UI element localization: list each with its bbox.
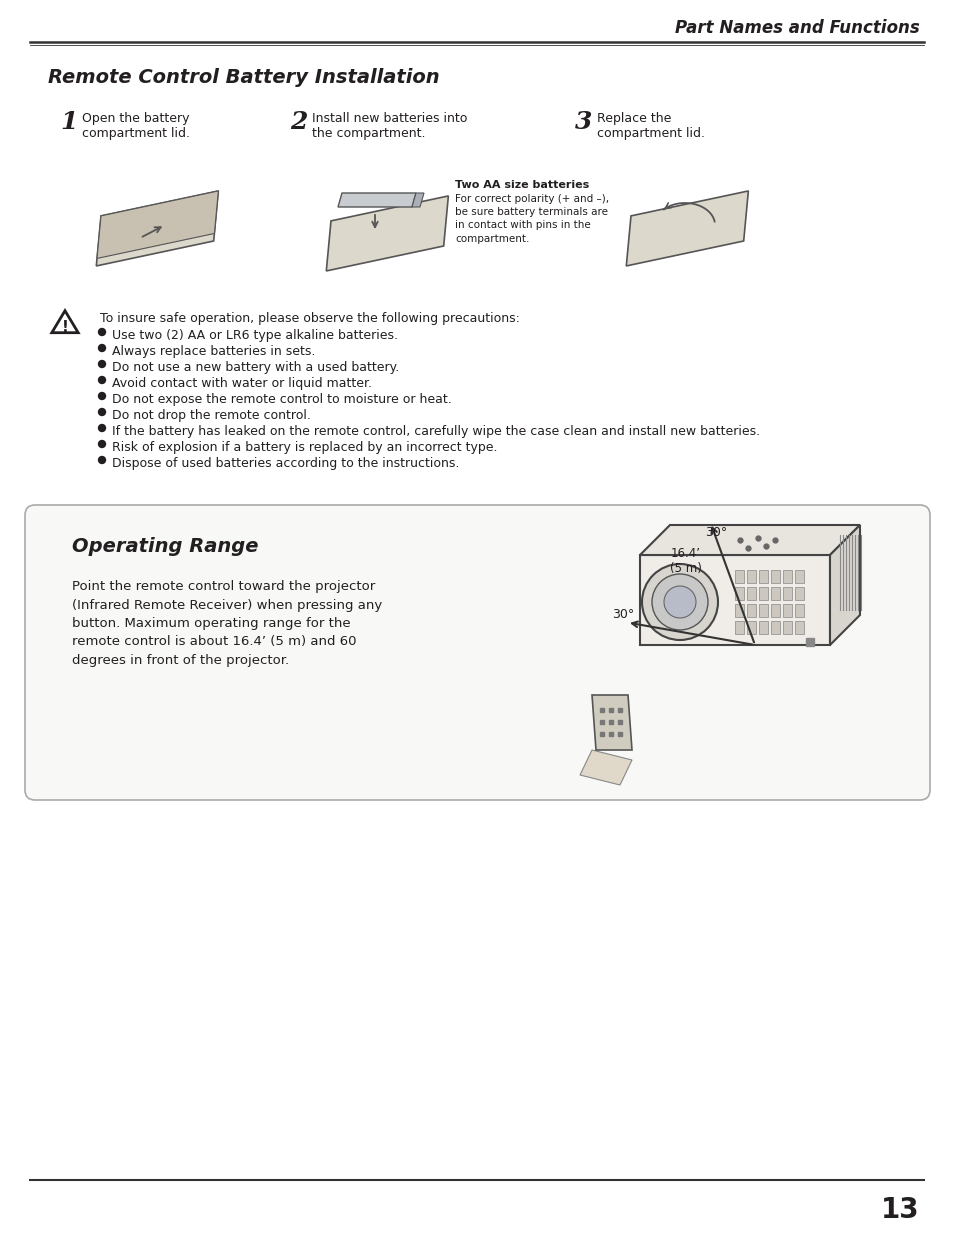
Circle shape	[663, 585, 696, 618]
Text: 30°: 30°	[705, 526, 727, 540]
Bar	[746, 571, 755, 583]
Polygon shape	[96, 191, 218, 266]
Bar	[794, 621, 803, 634]
Text: Dispose of used batteries according to the instructions.: Dispose of used batteries according to t…	[112, 457, 459, 471]
Text: If the battery has leaked on the remote control, carefully wipe the case clean a: If the battery has leaked on the remote …	[112, 425, 760, 438]
Text: Risk of explosion if a battery is replaced by an incorrect type.: Risk of explosion if a battery is replac…	[112, 441, 497, 454]
Polygon shape	[639, 525, 859, 555]
Polygon shape	[579, 750, 631, 785]
Text: Part Names and Functions: Part Names and Functions	[675, 19, 919, 37]
Text: !: !	[62, 320, 69, 335]
Polygon shape	[51, 311, 78, 332]
Polygon shape	[592, 695, 631, 750]
Circle shape	[98, 329, 106, 336]
Bar	[746, 604, 755, 618]
Text: Always replace batteries in sets.: Always replace batteries in sets.	[112, 345, 315, 358]
Polygon shape	[326, 196, 448, 270]
Bar	[734, 571, 743, 583]
Text: Install new batteries into
the compartment.: Install new batteries into the compartme…	[312, 112, 467, 140]
Bar	[782, 604, 791, 618]
Text: Do not use a new battery with a used battery.: Do not use a new battery with a used bat…	[112, 361, 399, 374]
Text: Open the battery
compartment lid.: Open the battery compartment lid.	[82, 112, 190, 140]
FancyBboxPatch shape	[25, 505, 929, 800]
Text: 1: 1	[60, 110, 77, 135]
Text: Avoid contact with water or liquid matter.: Avoid contact with water or liquid matte…	[112, 377, 372, 390]
Circle shape	[651, 574, 707, 630]
Circle shape	[98, 441, 106, 447]
Polygon shape	[639, 555, 829, 645]
Bar	[770, 571, 780, 583]
Bar	[734, 621, 743, 634]
Bar	[770, 604, 780, 618]
Text: Use two (2) AA or LR6 type alkaline batteries.: Use two (2) AA or LR6 type alkaline batt…	[112, 329, 397, 342]
Circle shape	[98, 377, 106, 384]
Circle shape	[98, 425, 106, 431]
Bar	[770, 587, 780, 600]
Circle shape	[98, 345, 106, 352]
Text: Operating Range: Operating Range	[71, 537, 258, 556]
Text: Replace the
compartment lid.: Replace the compartment lid.	[597, 112, 704, 140]
Bar	[759, 571, 767, 583]
Text: 30°: 30°	[611, 608, 634, 621]
Bar	[794, 571, 803, 583]
Text: For correct polarity (+ and –),
be sure battery terminals are
in contact with pi: For correct polarity (+ and –), be sure …	[455, 194, 608, 243]
Bar	[782, 587, 791, 600]
Bar	[759, 587, 767, 600]
Text: Two AA size batteries: Two AA size batteries	[455, 180, 589, 190]
Circle shape	[98, 361, 106, 368]
Bar	[782, 621, 791, 634]
Polygon shape	[337, 193, 416, 207]
Circle shape	[98, 457, 106, 463]
Bar	[734, 604, 743, 618]
Bar	[794, 587, 803, 600]
Circle shape	[98, 409, 106, 415]
Bar	[759, 604, 767, 618]
Text: 16.4’
(5 m): 16.4’ (5 m)	[670, 547, 701, 576]
Polygon shape	[97, 191, 218, 258]
Polygon shape	[626, 191, 747, 266]
Text: Point the remote control toward the projector
(Infrared Remote Receiver) when pr: Point the remote control toward the proj…	[71, 580, 382, 667]
Bar	[746, 621, 755, 634]
Text: 3: 3	[575, 110, 592, 135]
Text: 2: 2	[290, 110, 307, 135]
Polygon shape	[412, 193, 423, 207]
Circle shape	[98, 393, 106, 399]
Text: 13: 13	[881, 1195, 919, 1224]
Bar	[794, 604, 803, 618]
Bar	[734, 587, 743, 600]
Circle shape	[641, 564, 718, 640]
Polygon shape	[829, 525, 859, 645]
Bar	[782, 571, 791, 583]
Text: Do not drop the remote control.: Do not drop the remote control.	[112, 409, 311, 422]
Text: Remote Control Battery Installation: Remote Control Battery Installation	[48, 68, 439, 86]
Text: To insure safe operation, please observe the following precautions:: To insure safe operation, please observe…	[100, 312, 519, 325]
Bar	[770, 621, 780, 634]
Bar	[746, 587, 755, 600]
Text: Do not expose the remote control to moisture or heat.: Do not expose the remote control to mois…	[112, 393, 452, 406]
Bar	[759, 621, 767, 634]
